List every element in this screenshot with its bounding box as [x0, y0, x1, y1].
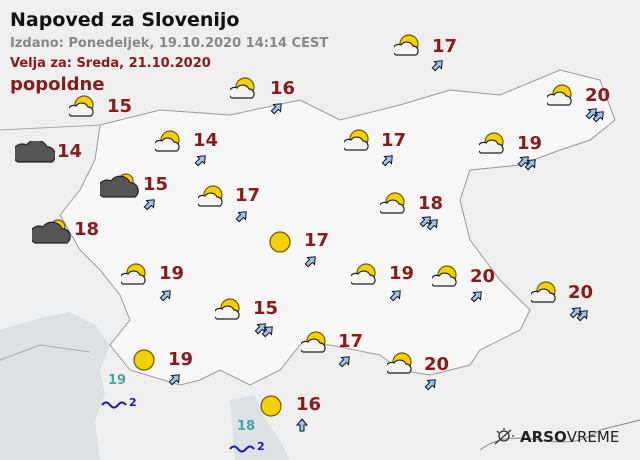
partly-cloudy-icon	[342, 129, 370, 157]
wind-arrow-icon	[159, 287, 173, 306]
wave-icon	[101, 401, 127, 409]
temperature: 16	[296, 394, 322, 415]
sun-icon	[258, 393, 284, 423]
wind-arrow-icon	[569, 304, 583, 323]
partly-cloudy-icon	[545, 84, 573, 112]
partly-cloudy-icon	[430, 265, 458, 293]
temperature: 14	[193, 130, 219, 151]
wind-arrow-icon	[194, 152, 208, 171]
wind-arrow-icon	[419, 213, 433, 232]
temperature: 20	[470, 266, 496, 287]
wind-arrow-icon	[585, 105, 599, 124]
weather-logo-icon	[494, 428, 514, 445]
sea-area-gulf	[230, 395, 290, 460]
wind-arrow-icon	[424, 376, 438, 395]
wind-arrow-icon	[389, 287, 403, 306]
partly-cloudy-icon	[392, 34, 420, 62]
issued-date: Izdano: Ponedeljek, 19.10.2020 14:14 CES…	[10, 36, 329, 51]
country-border	[59, 69, 616, 386]
temperature: 17	[381, 130, 407, 151]
sea-area	[0, 312, 110, 460]
partly-cloudy-icon	[228, 77, 256, 105]
temperature: 20	[424, 354, 450, 375]
overcast-icon	[12, 139, 56, 169]
temperature: 16	[270, 78, 296, 99]
wind-arrow-icon	[470, 288, 484, 307]
temperature: 20	[585, 85, 611, 106]
temperature: 18	[418, 193, 444, 214]
wave-height: 2	[257, 440, 265, 453]
wind-arrow-icon	[295, 417, 309, 436]
temperature: 15	[253, 298, 279, 319]
wind-arrow-icon	[168, 371, 182, 390]
partly-cloudy-icon	[299, 331, 327, 359]
wind-arrow-icon	[261, 323, 275, 342]
wind-arrow-icon	[270, 100, 284, 119]
wave-icon	[229, 445, 255, 453]
temperature: 20	[568, 282, 594, 303]
partly-cloudy-icon	[213, 298, 241, 326]
partly-cloudy-icon	[529, 281, 557, 309]
wind-arrow-icon	[576, 307, 590, 326]
partly-cloudy-icon	[196, 185, 224, 213]
wind-arrow-icon	[381, 152, 395, 171]
wind-arrow-icon	[524, 156, 538, 175]
arso-logo: ARSOVREME	[492, 428, 619, 446]
partly-cloudy-icon	[349, 263, 377, 291]
sun-icon	[131, 347, 157, 377]
partly-cloudy-icon	[67, 95, 95, 123]
wind-arrow-icon	[254, 320, 268, 339]
temperature: 17	[304, 230, 330, 251]
temperature: 18	[74, 219, 100, 240]
temperature: 15	[143, 174, 169, 195]
partly-cloudy-icon	[477, 132, 505, 160]
partly-cloudy-icon	[378, 192, 406, 220]
valid-date: Velja za: Sreda, 21.10.2020	[10, 56, 211, 71]
wind-arrow-icon	[338, 353, 352, 372]
cloudy-sun-icon	[29, 219, 72, 249]
temperature: 19	[159, 263, 185, 284]
partly-cloudy-icon	[153, 130, 181, 158]
cloudy-sun-icon	[97, 173, 140, 203]
temperature: 17	[338, 331, 364, 352]
forecast-period: popoldne	[10, 74, 105, 95]
wind-arrow-icon	[235, 208, 249, 227]
partly-cloudy-icon	[385, 352, 413, 380]
wind-arrow-icon	[431, 57, 445, 76]
wind-arrow-icon	[143, 196, 157, 215]
sun-icon	[267, 229, 293, 259]
wind-arrow-icon	[592, 108, 606, 127]
sea-temperature: 18	[237, 419, 256, 434]
temperature: 17	[235, 185, 261, 206]
sea-temperature: 19	[108, 373, 127, 388]
wind-arrow-icon	[304, 253, 318, 272]
wave-height: 2	[129, 396, 137, 409]
temperature: 19	[517, 133, 543, 154]
wind-arrow-icon	[517, 153, 531, 172]
temperature: 17	[432, 36, 458, 57]
temperature: 15	[107, 96, 133, 117]
wind-arrow-icon	[426, 216, 440, 235]
temperature: 19	[389, 263, 415, 284]
temperature: 14	[57, 141, 83, 162]
partly-cloudy-icon	[119, 263, 147, 291]
page-title: Napoved za Slovenijo	[10, 9, 240, 31]
temperature: 19	[168, 349, 194, 370]
